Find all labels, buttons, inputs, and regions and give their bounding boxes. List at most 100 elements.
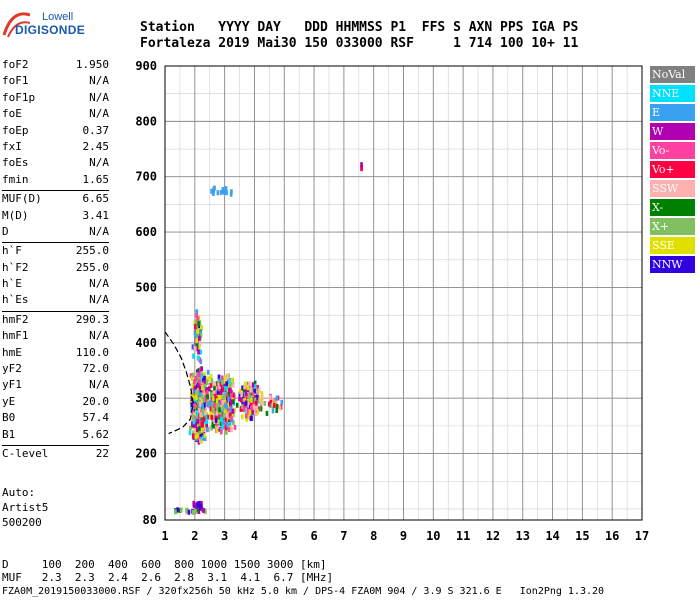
echo-point	[229, 394, 233, 400]
echo-point	[221, 405, 225, 411]
echo-point	[249, 405, 253, 411]
echo-point	[217, 381, 221, 387]
echo-point	[204, 428, 207, 434]
param-row: hmF2 290.3	[2, 313, 109, 329]
echo-point	[197, 368, 201, 374]
x-tick-label: 13	[516, 529, 530, 543]
echo-point	[194, 394, 198, 400]
legend-item-w: W	[650, 123, 695, 140]
echo-point	[243, 384, 246, 390]
echo-point-E-trace	[176, 507, 179, 513]
param-value: N/A	[89, 378, 109, 392]
echo-point	[226, 373, 229, 379]
param-label: yF1	[2, 378, 22, 392]
echo-point	[200, 410, 204, 416]
x-tick-label: 16	[605, 529, 619, 543]
echo-point-high-echo-E	[212, 186, 216, 192]
echo-point	[203, 375, 206, 381]
logo-text-digisonde: DIGISONDE	[15, 23, 86, 37]
echo-point	[220, 390, 223, 396]
param-label: h`Es	[2, 293, 29, 307]
echo-point	[229, 415, 233, 421]
echo-point	[198, 428, 202, 434]
echo-point	[207, 426, 211, 432]
echo-point	[228, 417, 231, 423]
echo-point	[230, 427, 233, 433]
echo-point-high-echo-E	[224, 186, 228, 192]
echo-point	[197, 372, 201, 378]
echo-point	[199, 401, 202, 407]
echo-point	[197, 321, 201, 327]
echo-point	[232, 396, 236, 402]
param-value: 110.0	[75, 345, 109, 359]
echo-point	[194, 434, 198, 440]
echo-points	[174, 162, 363, 515]
param-value: 290.3	[75, 312, 109, 326]
echo-point	[205, 422, 209, 428]
param-row: hmF1 N/A	[2, 329, 109, 345]
echo-point	[217, 389, 220, 395]
echo-point	[194, 375, 198, 381]
param-row: yF1 N/A	[2, 378, 109, 394]
echo-point	[191, 433, 195, 439]
echo-point	[256, 409, 260, 415]
echo-point-high-echo-E	[222, 189, 226, 195]
param-row: foF1p N/A	[2, 91, 109, 107]
echo-point	[222, 424, 226, 430]
echo-point	[216, 423, 220, 429]
echo-point	[222, 408, 225, 414]
echo-point	[216, 414, 219, 420]
echo-point	[191, 389, 194, 395]
echo-point-E-trace	[174, 509, 177, 515]
echo-point	[243, 397, 246, 403]
echo-point	[256, 398, 260, 404]
echo-point	[225, 404, 228, 410]
echo-point	[228, 422, 232, 428]
echo-point-E-trace	[185, 507, 188, 513]
echo-point	[246, 398, 249, 404]
echo-point	[196, 316, 200, 322]
echo-point-high-echo-E	[210, 188, 213, 194]
param-row: B0 57.4	[2, 411, 109, 427]
echo-point	[202, 398, 206, 404]
echo-point	[200, 415, 203, 421]
echo-point	[248, 409, 252, 415]
param-label: foF2	[2, 58, 29, 71]
echo-point	[219, 413, 223, 419]
echo-point	[218, 407, 221, 413]
echo-point	[203, 371, 206, 377]
legend-item-sse: SSE	[650, 237, 695, 254]
echo-point	[201, 385, 204, 391]
x-tick-label: 3	[221, 529, 228, 543]
echo-point	[227, 427, 231, 433]
x-tick-label: 10	[426, 529, 440, 543]
echo-point	[210, 374, 213, 380]
chart-grid	[164, 65, 643, 521]
echo-point	[192, 353, 195, 359]
echo-point	[232, 399, 235, 405]
echo-point	[198, 375, 202, 381]
echo-point	[275, 408, 279, 414]
echo-point	[247, 393, 251, 399]
echo-point	[189, 425, 192, 431]
echo-point	[229, 399, 233, 405]
echo-point	[224, 374, 227, 380]
echo-point	[203, 402, 206, 408]
echo-point	[232, 420, 235, 426]
echo-point	[206, 399, 209, 405]
echo-point	[218, 378, 222, 384]
echo-point	[253, 388, 256, 394]
echo-point-isolated	[360, 166, 363, 172]
header-labels: Station YYYY DAY DDD HHMMSS P1 FFS S AXN…	[140, 20, 579, 35]
echo-point	[217, 374, 221, 380]
echo-point	[193, 329, 197, 335]
echo-point	[197, 355, 200, 361]
echo-point	[200, 399, 203, 405]
param-label: hmF1	[2, 329, 29, 343]
param-value: N/A	[89, 156, 109, 170]
param-value: 72.0	[82, 362, 110, 376]
echo-point	[229, 388, 232, 394]
x-tick-label: 9	[400, 529, 407, 543]
echo-point	[207, 386, 211, 392]
echo-point	[211, 396, 215, 402]
